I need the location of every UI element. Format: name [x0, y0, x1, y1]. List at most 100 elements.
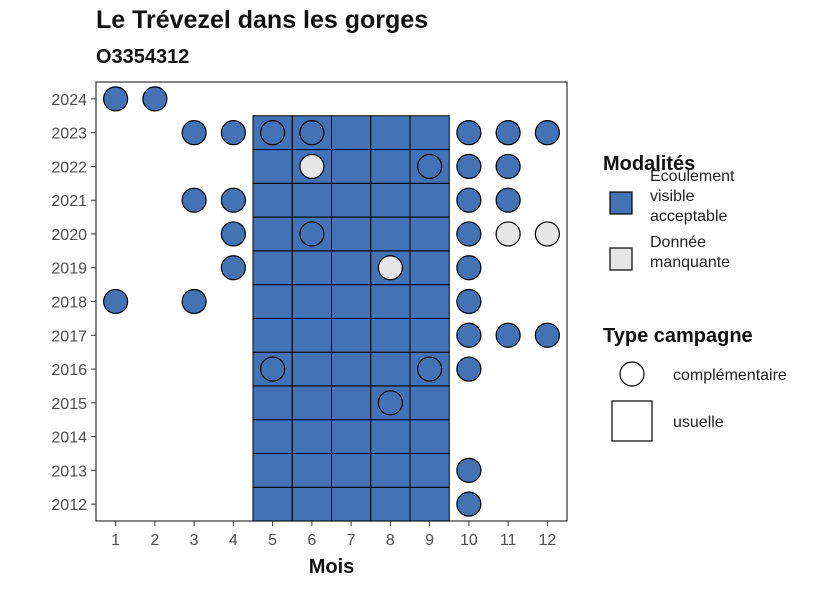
tile-usuelle	[252, 149, 293, 184]
point-complementaire	[534, 120, 560, 146]
tile-usuelle	[291, 486, 332, 522]
x-tick-label: 4	[229, 532, 238, 549]
tile-usuelle	[331, 284, 372, 319]
x-tick-label: 5	[268, 532, 277, 549]
tile-usuelle	[331, 149, 372, 184]
tile-usuelle	[252, 317, 293, 353]
tile-usuelle	[331, 385, 372, 421]
tile-usuelle	[291, 284, 332, 319]
x-tick-label: 12	[538, 532, 556, 549]
point-complementaire	[299, 153, 325, 180]
legend-label-usuelle: usuelle	[673, 414, 724, 431]
legend-key-square	[611, 400, 653, 442]
tile-usuelle	[331, 486, 372, 522]
tile-usuelle	[409, 216, 450, 252]
tile-usuelle	[291, 182, 332, 218]
x-axis-title: Mois	[309, 556, 355, 578]
tile-usuelle	[370, 452, 411, 488]
point-complementaire	[456, 221, 482, 247]
point-complementaire	[456, 491, 482, 517]
legend-label-acceptable: Ecoulement visible acceptable	[650, 168, 735, 225]
x-tick-label: 11	[500, 532, 517, 549]
tile-usuelle	[370, 486, 411, 522]
point-complementaire	[181, 288, 207, 315]
tile-usuelle	[331, 351, 372, 387]
point-complementaire	[181, 187, 207, 213]
x-tick-label: 2	[150, 532, 159, 549]
tile-usuelle	[252, 250, 293, 286]
legend-key-circle	[619, 361, 645, 387]
point-complementaire	[456, 153, 482, 180]
point-complementaire	[260, 120, 286, 146]
point-complementaire	[220, 221, 246, 247]
y-tick-label: 2018	[51, 295, 87, 312]
y-tick-label: 2022	[51, 159, 87, 176]
tile-usuelle	[291, 385, 332, 421]
y-tick-label: 2012	[51, 497, 87, 514]
tile-usuelle	[252, 216, 293, 252]
tile-usuelle	[331, 216, 372, 252]
point-complementaire	[220, 255, 246, 281]
chart-title: Le Trévezel dans les gorges	[96, 6, 429, 34]
tile-usuelle	[370, 419, 411, 454]
point-complementaire	[456, 120, 482, 146]
point-complementaire	[495, 221, 521, 247]
tile-usuelle	[252, 452, 293, 488]
chart-subtitle: O3354312	[96, 46, 190, 68]
x-tick-label: 8	[386, 532, 395, 549]
y-tick-label: 2020	[51, 227, 87, 244]
tile-usuelle	[409, 250, 450, 286]
tile-usuelle	[252, 182, 293, 218]
x-tick-label: 7	[347, 532, 356, 549]
point-complementaire	[299, 120, 325, 146]
y-tick-label: 2017	[51, 328, 87, 345]
point-complementaire	[495, 153, 521, 180]
point-complementaire	[456, 322, 482, 348]
tile-usuelle	[291, 317, 332, 353]
point-complementaire	[495, 187, 521, 213]
point-complementaire	[456, 457, 482, 483]
point-complementaire	[534, 322, 560, 348]
point-complementaire	[417, 356, 443, 382]
tile-usuelle	[409, 486, 450, 522]
y-tick-label: 2014	[51, 430, 87, 447]
y-tick-label: 2023	[51, 126, 87, 143]
tile-usuelle	[331, 250, 372, 286]
tile-usuelle	[409, 317, 450, 353]
tile-usuelle	[370, 115, 411, 151]
point-complementaire	[377, 255, 403, 281]
point-complementaire	[142, 86, 168, 112]
point-complementaire	[456, 288, 482, 315]
point-complementaire	[260, 356, 286, 382]
tile-usuelle	[252, 419, 293, 454]
tile-usuelle	[370, 149, 411, 184]
point-complementaire	[103, 288, 129, 315]
x-tick-label: 10	[460, 532, 478, 549]
tile-usuelle	[409, 182, 450, 218]
x-tick-label: 6	[307, 532, 316, 549]
tile-usuelle	[370, 317, 411, 353]
tile-usuelle	[370, 351, 411, 387]
tile-usuelle	[331, 115, 372, 151]
x-tick-label: 1	[111, 532, 120, 549]
point-complementaire	[495, 322, 521, 348]
legend-key-acceptable	[609, 191, 633, 215]
tile-usuelle	[331, 452, 372, 488]
point-complementaire	[417, 153, 443, 180]
legend-key-missing	[609, 247, 633, 271]
tile-usuelle	[331, 317, 372, 353]
point-complementaire	[534, 221, 560, 247]
legend-modalites-title: Modalités	[603, 153, 695, 175]
point-complementaire	[220, 187, 246, 213]
y-tick-label: 2015	[51, 396, 87, 413]
tile-usuelle	[409, 115, 450, 151]
tile-usuelle	[252, 486, 293, 522]
tile-usuelle	[291, 351, 332, 387]
y-tick-label: 2016	[51, 362, 87, 379]
legend-type-title: Type campagne	[603, 325, 753, 347]
tile-usuelle	[291, 419, 332, 454]
tile-usuelle	[291, 452, 332, 488]
point-complementaire	[456, 255, 482, 281]
tile-usuelle	[370, 182, 411, 218]
